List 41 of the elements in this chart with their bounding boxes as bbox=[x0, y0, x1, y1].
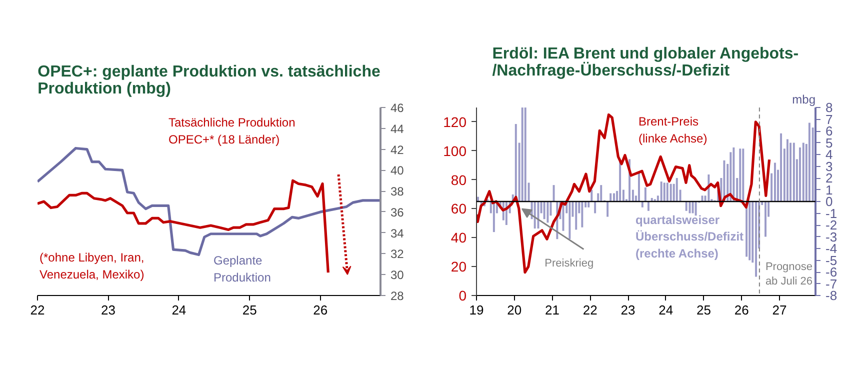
y-tick-label: 80 bbox=[450, 172, 467, 188]
chart-title: Erdöl: IEA Brent und globaler Angebots- /Nachfrage-Überschuss/-Defizit bbox=[492, 46, 799, 80]
series-label: Brent-Preis (linke Achse) bbox=[638, 114, 708, 146]
x-tick-label: 21 bbox=[545, 302, 560, 318]
y-tick-label: 46 bbox=[390, 101, 404, 115]
y-tick-label: 120 bbox=[443, 114, 467, 130]
annotation: Preiskrieg bbox=[544, 257, 594, 270]
x-tick-label: 25 bbox=[696, 302, 711, 318]
x-tick-label: 26 bbox=[734, 302, 749, 318]
y-tick-label: 40 bbox=[390, 164, 404, 178]
y-tick-label: 20 bbox=[450, 258, 467, 275]
y-tick-label: 32 bbox=[390, 247, 404, 262]
x-tick-label: 23 bbox=[620, 302, 636, 318]
x-tick-label: 22 bbox=[30, 302, 45, 318]
series-label: Geplante Produktion bbox=[214, 254, 271, 284]
ref-line-label: Prognose ab Juli 26 bbox=[765, 261, 813, 288]
x-tick-label: 25 bbox=[242, 302, 257, 318]
x-tick-label: 24 bbox=[658, 302, 674, 318]
chart-title: OPEC+: geplante Produktion vs. tatsächliche Produktion (mbg) bbox=[38, 64, 380, 98]
x-tick-label: 27 bbox=[772, 302, 787, 318]
annotation: (*ohne Libyen, Iran, Venezuela, Mexiko) bbox=[40, 250, 144, 282]
text: Tatsächliche Produktion OPEC+* (18 Länder) bbox=[168, 116, 296, 146]
y-tick-label: 34 bbox=[390, 226, 404, 240]
series-label: quartalsweiser Überschuss/Defizit (rechte Achse) bbox=[636, 212, 744, 260]
x-tick-label: 24 bbox=[172, 302, 186, 318]
y-tick-label: 36 bbox=[390, 205, 404, 220]
y2-axis-title: mbg bbox=[792, 92, 816, 106]
y-tick-label: 44 bbox=[390, 122, 404, 136]
y-tick-label: 30 bbox=[390, 268, 404, 282]
x-tick-label: 26 bbox=[313, 302, 328, 318]
x-tick-label: 23 bbox=[100, 302, 116, 318]
y-tick-label: 100 bbox=[443, 142, 467, 159]
x-tick-label: 20 bbox=[507, 302, 522, 318]
y-tick-label: 60 bbox=[450, 200, 467, 217]
y-tick-label: 40 bbox=[450, 230, 467, 246]
x-tick-label: 22 bbox=[582, 302, 598, 318]
y-tick-label: 28 bbox=[390, 289, 404, 303]
x-tick-label: 19 bbox=[469, 302, 484, 318]
y-tick-label: 0 bbox=[458, 288, 467, 304]
y-tick-label: 38 bbox=[390, 184, 404, 199]
y-tick-label: 42 bbox=[390, 142, 404, 157]
